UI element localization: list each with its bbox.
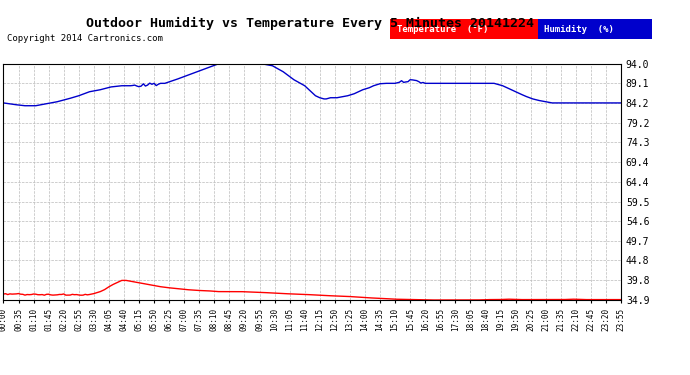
Text: Copyright 2014 Cartronics.com: Copyright 2014 Cartronics.com — [7, 34, 163, 43]
Text: Temperature  (°F): Temperature (°F) — [397, 25, 489, 34]
Text: Outdoor Humidity vs Temperature Every 5 Minutes 20141224: Outdoor Humidity vs Temperature Every 5 … — [86, 17, 535, 30]
Text: Humidity  (%): Humidity (%) — [544, 25, 614, 34]
